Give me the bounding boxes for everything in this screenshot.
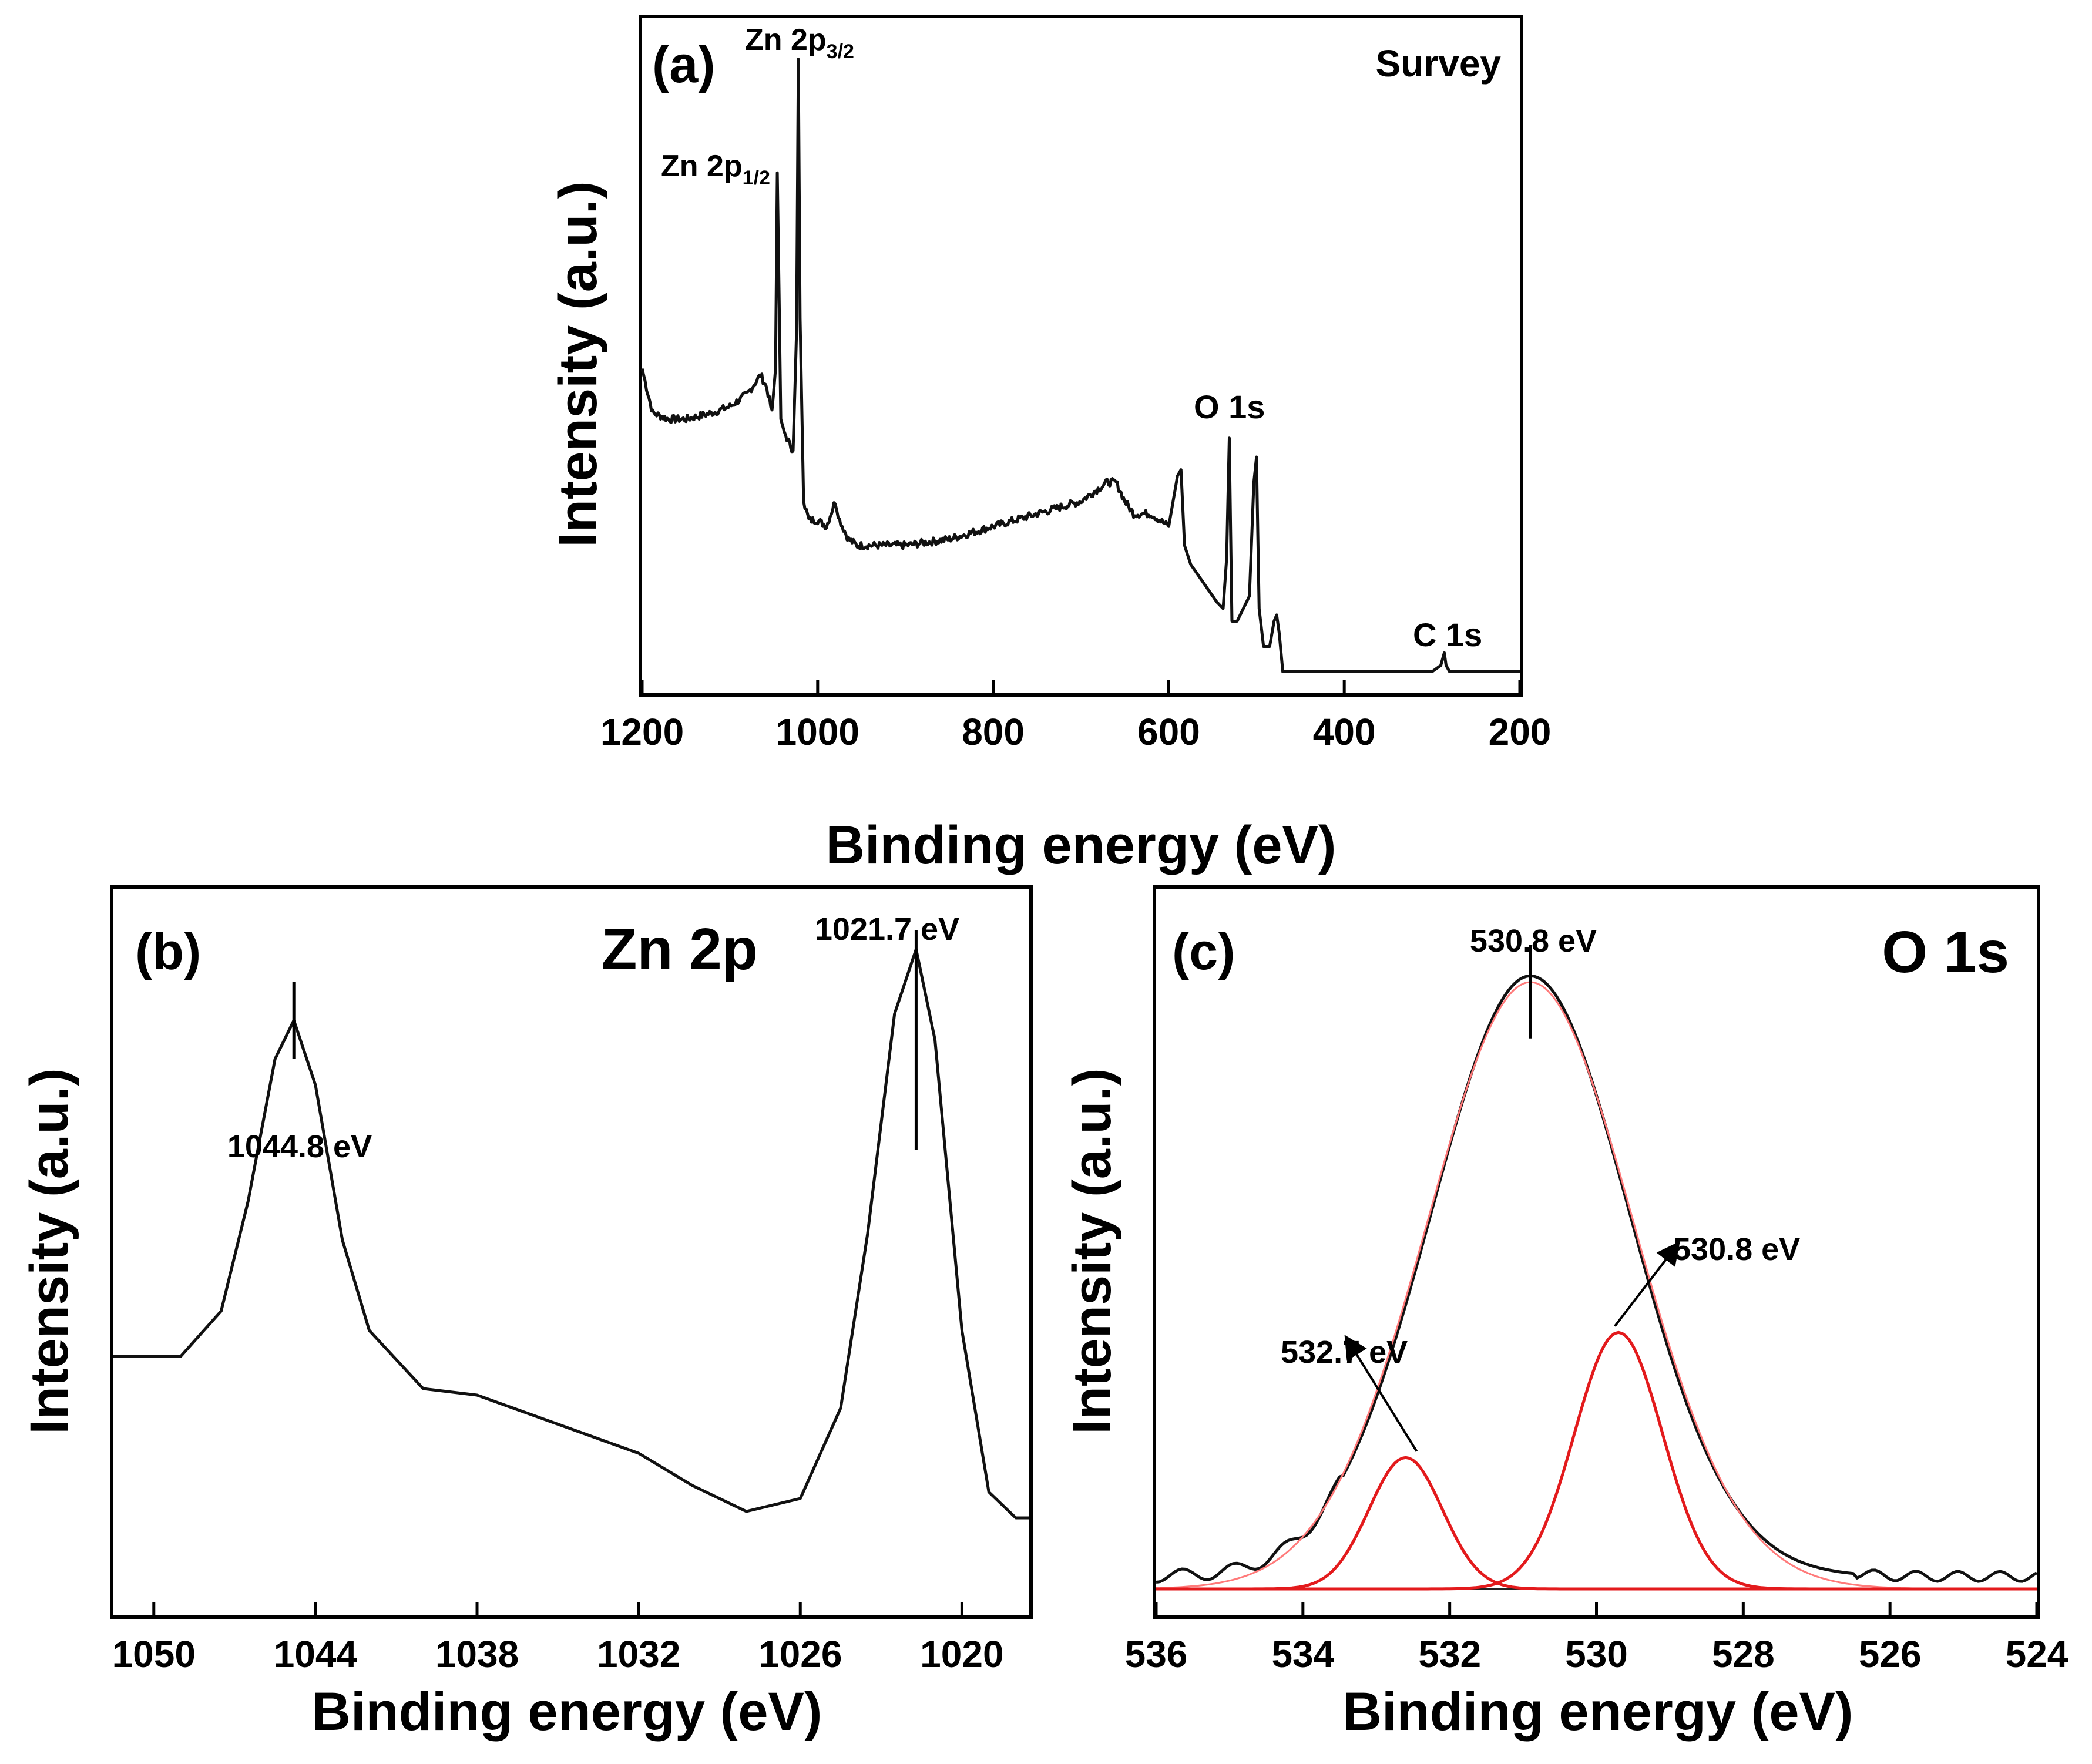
x-tick-label: 526 bbox=[1859, 1633, 1922, 1675]
panel-a-x-ticks: 1200 1000 800 600 400 200 bbox=[600, 680, 1552, 753]
panel-b-x-ticks: 1050 1044 1038 1032 1026 1020 bbox=[112, 1602, 1004, 1675]
o-1s-component-530 bbox=[1156, 1330, 2037, 1591]
x-tick-label: 1000 bbox=[776, 711, 859, 753]
panel-a-xlabel: Binding energy (eV) bbox=[826, 815, 1337, 875]
peak-530-arrow bbox=[1614, 1241, 1680, 1327]
zn-2p32-label: Zn 2p3/2 bbox=[745, 23, 854, 63]
zn-2p12-label: Zn 2p1/2 bbox=[661, 149, 770, 189]
x-tick-label: 524 bbox=[2006, 1633, 2069, 1675]
peak-532-label: 532.7 eV bbox=[1281, 1335, 1408, 1370]
panel-c-label: (c) bbox=[1172, 922, 1235, 980]
o-1s-component-532 bbox=[1156, 1456, 2037, 1591]
x-tick-label: 1020 bbox=[920, 1633, 1003, 1675]
o-1s-raw-trace bbox=[1156, 974, 2038, 1584]
panel-b-xlabel: Binding energy (eV) bbox=[312, 1682, 822, 1742]
panel-c-x-ticks: 536 534 532 530 528 526 524 bbox=[1125, 1602, 2069, 1675]
peak-530-right-label: 530.8 eV bbox=[1673, 1232, 1800, 1267]
panel-a-frame bbox=[639, 15, 1523, 697]
panel-b: 1050 1044 1038 1032 1026 1020 (b) Zn 2p 1044.… bbox=[19, 885, 1033, 1742]
o-1s-fit-envelope bbox=[1156, 981, 2037, 1590]
panel-a-ylabel: Intensity (a.u.) bbox=[548, 181, 608, 547]
x-tick-label: 800 bbox=[962, 711, 1025, 753]
panel-a-label: (a) bbox=[652, 35, 716, 93]
zn-2p32-sub: 3/2 bbox=[827, 41, 854, 63]
x-tick-label: 530 bbox=[1565, 1633, 1628, 1675]
x-tick-label: 536 bbox=[1125, 1633, 1188, 1675]
x-tick-label: 1044 bbox=[274, 1633, 358, 1675]
x-tick-label: 1050 bbox=[112, 1633, 196, 1675]
x-tick-label: 1200 bbox=[600, 711, 684, 753]
x-tick-label: 1032 bbox=[597, 1633, 680, 1675]
zn-2p12-sub: 1/2 bbox=[743, 167, 770, 189]
x-tick-label: 400 bbox=[1313, 711, 1376, 753]
panel-c-title: O 1s bbox=[1882, 919, 2009, 985]
x-tick-label: 532 bbox=[1418, 1633, 1481, 1675]
x-tick-label: 1038 bbox=[435, 1633, 519, 1675]
panel-b-title: Zn 2p bbox=[601, 916, 758, 982]
zn-2p32-main: Zn 2p bbox=[745, 23, 827, 57]
c-1s-label: C 1s bbox=[1413, 616, 1482, 653]
x-tick-label: 200 bbox=[1489, 711, 1552, 753]
zn-2p-trace bbox=[113, 947, 1029, 1520]
panel-b-frame bbox=[110, 885, 1033, 1619]
panel-c-frame bbox=[1153, 885, 2040, 1619]
o-1s-label: O 1s bbox=[1194, 388, 1265, 425]
x-tick-label: 534 bbox=[1271, 1633, 1334, 1675]
x-tick-label: 1026 bbox=[758, 1633, 842, 1675]
panel-a: 1200 1000 800 600 400 200 (a) Survey Zn 2p3/2… bbox=[548, 15, 1552, 875]
peak-1044-label: 1044.8 eV bbox=[227, 1129, 372, 1164]
panel-b-label: (b) bbox=[135, 922, 201, 980]
survey-trace bbox=[640, 58, 1520, 673]
zn-2p12-main: Zn 2p bbox=[661, 149, 743, 183]
panel-c-ylabel: Intensity (a.u.) bbox=[1062, 1068, 1122, 1434]
x-tick-label: 528 bbox=[1712, 1633, 1775, 1675]
panel-c-xlabel: Binding energy (eV) bbox=[1343, 1682, 1853, 1742]
peak-532-arrow bbox=[1344, 1335, 1418, 1452]
panel-c: 536 534 532 530 528 526 524 (c) O 1s 530.8 eV … bbox=[1062, 885, 2069, 1742]
panel-b-ylabel: Intensity (a.u.) bbox=[19, 1068, 79, 1434]
panel-a-title: Survey bbox=[1376, 42, 1502, 85]
x-tick-label: 600 bbox=[1137, 711, 1200, 753]
peak-530-main-label: 530.8 eV bbox=[1470, 923, 1597, 959]
peak-1021-label: 1021.7 eV bbox=[815, 912, 959, 947]
